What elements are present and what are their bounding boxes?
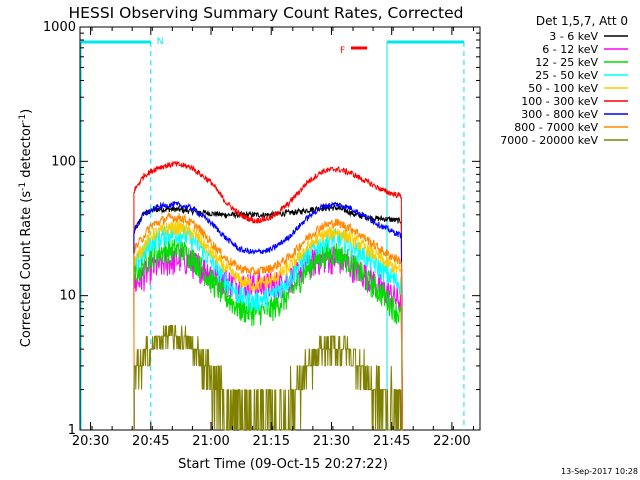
x-tick-label-1: 20:45: [132, 434, 169, 449]
legend-label-5: 100 - 300 keV: [521, 95, 598, 108]
series-line-1: [133, 246, 403, 431]
legend-label-4: 50 - 100 keV: [528, 82, 598, 95]
legend-label-1: 6 - 12 keV: [542, 43, 598, 56]
footer-date: 13-Sep-2017 10:28: [561, 467, 638, 476]
x-tick-label-3: 21:15: [253, 434, 290, 449]
x-tick-label-2: 21:00: [192, 434, 229, 449]
series-line-3: [133, 225, 403, 431]
legend-label-8: 7000 - 20000 keV: [500, 134, 598, 147]
series-line-8: [133, 325, 403, 431]
annotation-layer: NF: [80, 37, 465, 430]
night-label: N: [157, 37, 164, 47]
plot-frame: [79, 26, 481, 431]
series-line-7: [133, 211, 403, 431]
legend-label-0: 3 - 6 keV: [549, 30, 598, 43]
series-line-5: [133, 160, 403, 431]
flare-label: F: [340, 46, 345, 56]
legend-label-7: 800 - 7000 keV: [514, 121, 598, 134]
y-tick-label-3: 1000: [43, 20, 76, 35]
y-axis-label-sup2: -1: [18, 114, 28, 123]
series-line-0: [133, 204, 403, 431]
legend-label-6: 300 - 800 keV: [521, 108, 598, 121]
y-axis-label-sup1: -1: [18, 182, 28, 191]
axes-layer: 20:30 20:45 21:00 21:15 21:30 21:45 22:00 1 10 10…: [43, 20, 480, 449]
legend-label-3: 25 - 50 keV: [535, 69, 598, 82]
y-tick-label-1: 10: [59, 289, 76, 304]
x-tick-label-5: 21:45: [373, 434, 410, 449]
plot-area: [79, 26, 481, 431]
x-tick-label-6: 22:00: [433, 434, 470, 449]
y-axis-label-mid: detector: [19, 122, 34, 182]
y-axis-label-main: Corrected Count Rate (s: [19, 191, 34, 348]
series-layer: [133, 160, 403, 431]
x-tick-label-4: 21:30: [313, 434, 350, 449]
chart-title: HESSI Observing Summary Count Rates, Cor…: [69, 4, 464, 22]
series-line-4: [133, 220, 403, 431]
y-axis-label-end: ): [19, 109, 34, 114]
x-axis-label: Start Time (09-Oct-15 20:27:22): [178, 457, 388, 472]
y-axis-label: Corrected Count Rate (s-1 detector-1): [18, 109, 34, 347]
x-tick-label-0: 20:30: [72, 434, 109, 449]
y-tick-label-2: 100: [51, 154, 76, 169]
series-line-6: [133, 200, 403, 431]
legend-header: Det 1,5,7, Att 0: [536, 14, 628, 28]
legend-label-2: 12 - 25 keV: [535, 56, 598, 69]
y-tick-label-0: 1: [68, 423, 76, 438]
